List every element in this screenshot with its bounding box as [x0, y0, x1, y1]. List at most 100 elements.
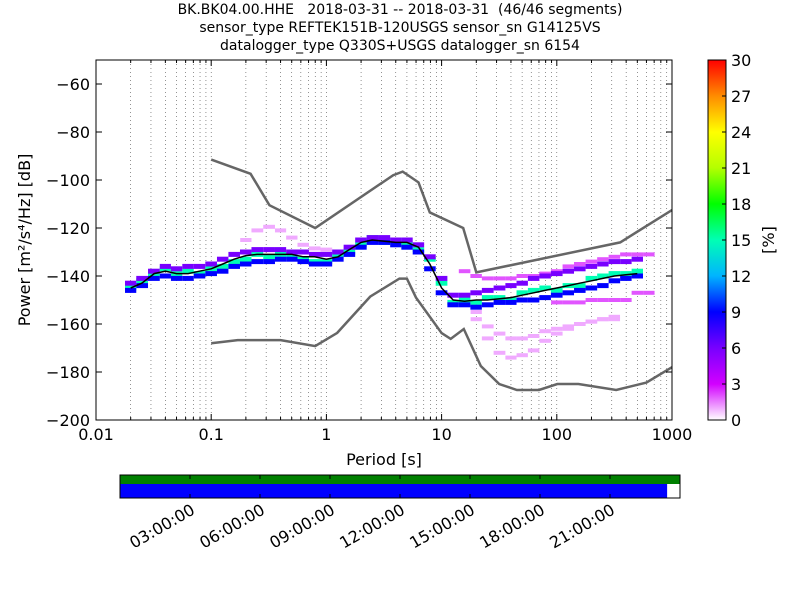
heatmap-outlier-cell [643, 290, 655, 295]
heatmap-cell [505, 299, 517, 305]
heatmap-outlier-cell [297, 242, 309, 247]
heatmap-cell [550, 292, 563, 298]
heatmap-cell [263, 259, 275, 265]
heatmap-cell [424, 254, 436, 260]
heatmap-cell [193, 273, 206, 279]
heatmap-cell [539, 295, 551, 301]
heatmap-cell [263, 254, 275, 260]
heatmap-cell [435, 290, 448, 296]
heatmap-cell [239, 249, 252, 255]
heatmap-cell [574, 287, 586, 293]
y-tick-label: −140 [46, 267, 90, 286]
heatmap-outlier-cell [539, 338, 551, 343]
heatmap-cell [182, 275, 194, 281]
colorbar-tick-label: 30 [731, 51, 751, 70]
heatmap-cell [516, 280, 528, 286]
y-tick-label: −200 [46, 411, 90, 430]
heatmap-cell [447, 302, 459, 308]
heatmap-outlier-cell [550, 326, 563, 331]
heatmap-cell [470, 290, 482, 296]
model-curves-layer [130, 158, 672, 392]
heatmap-outlier-cell [574, 322, 586, 326]
heatmap-outlier-cell [493, 331, 506, 336]
heatmap-cell [355, 244, 367, 250]
colorbar-tick-label: 21 [731, 159, 751, 178]
colorbar-tick-label: 3 [731, 375, 741, 394]
heatmap-outlier-cell [320, 247, 333, 252]
heatmap-cell [286, 249, 298, 255]
timeline-used-bar [120, 484, 668, 498]
colorbar-label: [%] [759, 226, 778, 254]
heatmap-cell [263, 247, 275, 253]
heatmap-cell [527, 287, 540, 293]
heatmap-outlier-cell [516, 353, 528, 358]
heatmap-cell [458, 297, 471, 303]
heatmap-cell [493, 285, 506, 291]
heatmap-cell [493, 299, 506, 305]
heatmap-cell [216, 268, 229, 274]
heatmap-cell [366, 239, 379, 245]
heatmap-cell [170, 266, 183, 272]
heatmap-cell [355, 237, 367, 243]
heatmap-cell [343, 244, 356, 250]
heatmap-cell [458, 302, 471, 308]
x-tick-label: 0.01 [78, 425, 114, 444]
heatmap-cell [182, 263, 194, 269]
heatmap-cell [170, 275, 183, 281]
heatmap-cell [216, 256, 229, 262]
heatmap-cell [470, 299, 482, 305]
colorbar-tick-label: 15 [731, 231, 751, 250]
heatmap-outlier-cell [527, 334, 540, 338]
heatmap-outlier-cell [608, 254, 621, 259]
colorbar-tick-label: 18 [731, 195, 751, 214]
heatmap-outlier-cell [597, 317, 609, 322]
heatmap-cell [631, 268, 643, 274]
heatmap-cell [378, 235, 391, 241]
heatmap-outlier-cell [505, 355, 517, 360]
timeline-tick-label: 03:00:00 [126, 500, 198, 552]
heatmap-outlier-cell [493, 276, 506, 281]
heatmap-cell [539, 273, 551, 279]
heatmap-cell [481, 302, 494, 308]
heatmap-cell [125, 280, 137, 286]
heatmap-outlier-cell [539, 329, 551, 334]
heatmap-outlier-cell [505, 336, 517, 341]
heatmap-cell [608, 278, 621, 284]
heatmap-cell [481, 287, 494, 293]
heatmap-cell [458, 292, 471, 298]
heatmap-cell [527, 275, 540, 281]
heatmap-cell [228, 263, 240, 269]
heatmap-outlier-cell [574, 300, 586, 305]
heatmap-cell [435, 275, 448, 281]
y-tick-label: −80 [56, 123, 90, 142]
heatmap-layer [125, 224, 655, 360]
heatmap-cell [620, 259, 632, 265]
heatmap-outlier-cell [550, 331, 563, 336]
heatmap-cell [574, 266, 586, 272]
heatmap-cell [274, 247, 287, 253]
heatmap-cell [390, 237, 402, 243]
heatmap-cell [332, 249, 344, 255]
heatmap-outlier-cell [274, 228, 287, 233]
heatmap-cell [125, 287, 137, 293]
heatmap-cell [193, 263, 206, 269]
heatmap-cell [631, 273, 643, 279]
heatmap-outlier-cell [562, 300, 575, 305]
heatmap-cell [251, 259, 264, 265]
timeline-tick-label: 09:00:00 [266, 500, 338, 552]
heatmap-cell [631, 256, 643, 262]
heatmap-outlier-cell [527, 348, 540, 353]
x-tick-label: 1 [321, 425, 331, 444]
heatmap-cell [136, 275, 149, 281]
colorbar-tick-label: 0 [731, 411, 741, 430]
heatmap-cell [562, 268, 575, 274]
heatmap-outlier-cell [516, 336, 528, 341]
heatmap-cell [550, 271, 563, 277]
heatmap-cell [412, 249, 425, 255]
heatmap-outlier-cell [493, 350, 506, 355]
heatmap-outlier-cell [562, 326, 575, 331]
heatmap-cell [148, 275, 160, 281]
heatmap-outlier-cell [481, 276, 494, 281]
heatmap-cell [585, 275, 598, 281]
